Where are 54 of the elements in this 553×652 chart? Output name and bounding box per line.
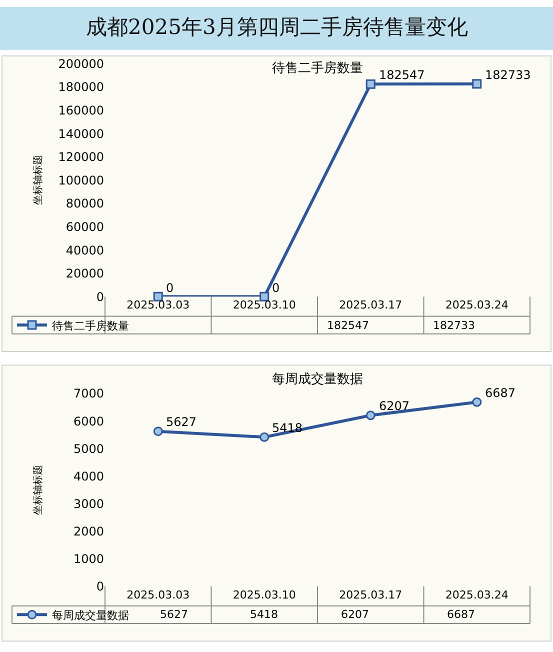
- legend-label: 待售二手房数量: [52, 319, 129, 332]
- point: [366, 410, 376, 420]
- y-tick-label: 7000: [73, 386, 104, 401]
- y-axis-title: 坐标轴标题: [32, 155, 44, 206]
- x-tick-label: 2025.03.17: [339, 588, 402, 602]
- point: [472, 397, 482, 407]
- x-tick-label: 2025.03.24: [445, 588, 508, 602]
- y-tick-label: 1000: [73, 552, 104, 566]
- point: [153, 426, 163, 436]
- y-tick-label: 100000: [58, 173, 104, 188]
- x-tick-label: 2025.03.24: [445, 298, 508, 312]
- x-tick-label: 2025.03.17: [339, 298, 402, 312]
- y-tick-label: 0: [96, 579, 104, 594]
- y-tick-label: 0: [96, 290, 104, 304]
- x-tick-label: 2025.03.03: [126, 588, 190, 602]
- point: [366, 79, 376, 89]
- x-tick-label: 2025.03.10: [232, 588, 296, 602]
- x-tick-label: 2025.03.03: [126, 298, 190, 312]
- data-label: 182547: [327, 319, 369, 332]
- y-tick-label: 60000: [66, 220, 104, 234]
- y-tick-label: 2000: [73, 524, 104, 538]
- annotation: 0: [272, 281, 280, 295]
- y-tick-label: 180000: [58, 80, 104, 94]
- y-tick-label: 40000: [66, 243, 104, 258]
- data-label: 182733: [433, 319, 475, 332]
- data-label: 5418: [250, 608, 278, 621]
- x-tick-label: 2025.03.10: [232, 298, 296, 312]
- point: [472, 79, 482, 89]
- chart-title: 成都2025年3月第四周二手房待售量变化: [86, 15, 468, 39]
- annotation: 182547: [379, 68, 425, 82]
- y-tick-label: 80000: [66, 196, 104, 211]
- data-label: 6207: [341, 608, 369, 621]
- y-tick-label: 6000: [73, 414, 104, 428]
- y-tick-label: 140000: [58, 126, 104, 141]
- y-tick-label: 20000: [66, 266, 104, 281]
- data-label: 6687: [447, 608, 475, 621]
- annotation: 5418: [272, 421, 303, 435]
- chart-subtitle: 待售二手房数量: [272, 60, 363, 76]
- y-tick-label: 3000: [73, 496, 104, 511]
- y-axis-title: 坐标轴标题: [32, 464, 44, 515]
- legend-label: 每周成交量数据: [52, 608, 129, 622]
- y-tick-label: 160000: [58, 104, 104, 118]
- annotation: 182733: [485, 68, 531, 82]
- y-tick-label: 120000: [58, 150, 104, 164]
- annotation: 5627: [166, 415, 197, 429]
- annotation: 0: [166, 281, 174, 295]
- point: [260, 432, 270, 442]
- y-tick-label: 4000: [73, 469, 104, 484]
- chart-title: 每周成交量数据: [272, 371, 363, 387]
- annotation: 6687: [485, 386, 516, 400]
- y-tick-label: 200000: [58, 56, 104, 71]
- y-tick-label: 5000: [73, 442, 104, 456]
- data-label: 5627: [160, 608, 188, 621]
- annotation: 6207: [379, 399, 410, 413]
